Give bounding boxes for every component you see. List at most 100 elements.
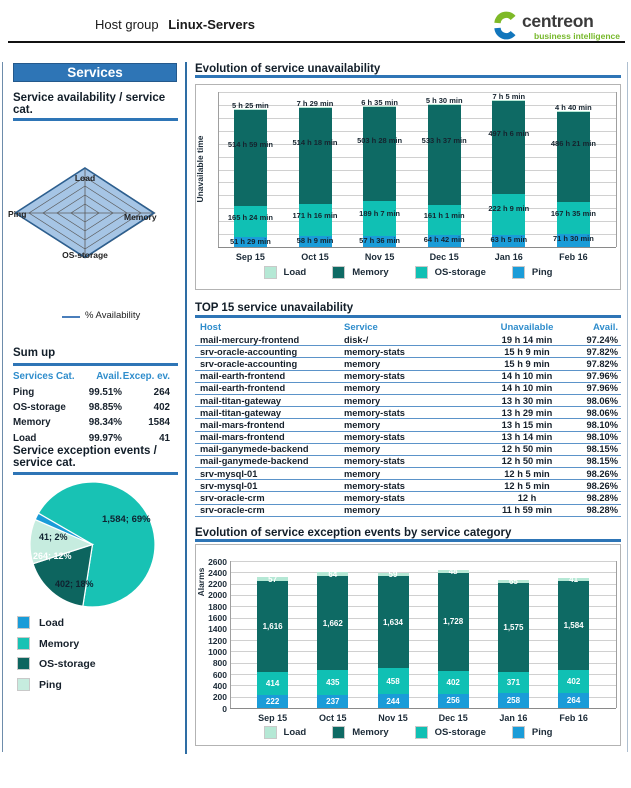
availability-section-title: Service availability / service cat. bbox=[13, 92, 166, 116]
bar-segment bbox=[558, 670, 590, 694]
section-underline bbox=[13, 118, 178, 121]
table-row: mail-mercury-frontend disk-/ 19 h 14 min 97… bbox=[195, 334, 621, 347]
gridline bbox=[230, 606, 616, 608]
bar-segment bbox=[558, 693, 590, 708]
table-row: srv-mysql-01 memory 12 h 5 min 98.26% bbox=[195, 468, 621, 481]
sumup-cell-avail: 99.97% bbox=[88, 432, 122, 444]
table-row: mail-mars-frontend memory 13 h 15 min 98.10… bbox=[195, 419, 621, 432]
table-cell: memory-stats bbox=[344, 432, 405, 443]
x-axis-label: Feb 16 bbox=[559, 252, 588, 262]
plot-border-right bbox=[616, 92, 617, 247]
bar-segment bbox=[233, 109, 267, 111]
bar-segment bbox=[558, 578, 590, 581]
x-axis-label: Nov 15 bbox=[378, 713, 408, 723]
y-tick-label: 2600 bbox=[208, 556, 227, 567]
bar-segment bbox=[257, 672, 289, 696]
page-title: Host group Linux-Servers bbox=[95, 17, 255, 32]
radar-data-outline bbox=[13, 167, 156, 259]
gridline bbox=[230, 674, 616, 676]
bar-label: 533 h 37 min bbox=[421, 136, 467, 146]
table-cell: 98.06% bbox=[586, 395, 618, 406]
bar-label: 5 h 25 min bbox=[232, 101, 269, 111]
bar-segment bbox=[497, 672, 529, 694]
table-cell: disk-/ bbox=[344, 334, 369, 345]
bar-segment bbox=[437, 570, 469, 574]
bar-label: 371 bbox=[506, 678, 521, 688]
pie-slice-os-storage bbox=[32, 543, 94, 607]
y-tick-label: 1000 bbox=[208, 646, 227, 657]
table-header-cell: Service bbox=[344, 321, 378, 333]
bar-label: 1,634 bbox=[382, 617, 404, 627]
y-tick-label: 0 bbox=[222, 703, 227, 714]
table-row: mail-earth-frontend memory 14 h 10 min 97.9… bbox=[195, 383, 621, 395]
table-cell: 11 h 59 min bbox=[501, 505, 553, 516]
exceptions-section-title: Service exception events / service cat. bbox=[13, 445, 157, 469]
bar-segment bbox=[298, 106, 332, 109]
sumup-row: OS-storage 98.85% 402 bbox=[13, 400, 178, 415]
page-border-left bbox=[2, 62, 3, 752]
table-cell: 12 h 50 min bbox=[501, 444, 553, 455]
sumup-cell-events: 41 bbox=[159, 432, 170, 444]
bar-label: 486 h 21 min bbox=[550, 139, 596, 149]
table-cell: mail-earth-frontend bbox=[200, 383, 286, 394]
sumup-cell-category: Memory bbox=[13, 417, 51, 429]
legend-item: Memory bbox=[332, 726, 389, 739]
bar-label: 71 h 30 min bbox=[552, 234, 594, 244]
x-axis-label: Jan 16 bbox=[499, 713, 528, 723]
pie-legend-label: Ping bbox=[39, 678, 62, 691]
bar-label: 57 h 36 min bbox=[359, 236, 401, 246]
bar-segment bbox=[257, 695, 289, 708]
bar-label: 1,575 bbox=[503, 623, 524, 633]
bar-segment bbox=[317, 670, 349, 695]
legend-swatch bbox=[511, 266, 525, 279]
x-axis-label: Dec 15 bbox=[438, 713, 468, 723]
table-cell: srv-oracle-crm bbox=[200, 505, 265, 516]
gridline bbox=[230, 572, 616, 574]
table-cell: memory-stats bbox=[344, 493, 405, 504]
x-axis-label: Dec 15 bbox=[429, 252, 459, 262]
table-cell: 98.10% bbox=[586, 432, 618, 443]
bar-label: 64 h 42 min bbox=[423, 235, 465, 245]
bar-segment bbox=[377, 668, 409, 695]
table-row: srv-mysql-01 memory-stats 12 h 5 min 98.26% bbox=[195, 480, 621, 493]
gridline bbox=[218, 92, 616, 93]
table-cell: 98.26% bbox=[586, 468, 618, 479]
table-cell: srv-oracle-crm bbox=[200, 493, 265, 504]
bar-label: 48 bbox=[448, 567, 458, 577]
bar-label: 58 h 9 min bbox=[296, 236, 334, 246]
bar-label: 7 h 5 min bbox=[492, 91, 526, 101]
page-title-name: Linux-Servers bbox=[168, 17, 255, 32]
sumup-cell-category: OS-storage bbox=[13, 402, 66, 414]
y-tick-label: 1600 bbox=[208, 613, 227, 624]
sumup-table: Services Cat. Avail. Excep. ev. Ping 99.51% 2… bbox=[13, 368, 178, 446]
table-cell: mail-mars-frontend bbox=[200, 419, 285, 430]
bar-segment bbox=[317, 694, 349, 708]
legend-swatch bbox=[263, 726, 277, 739]
table-cell: memory-stats bbox=[344, 480, 405, 491]
sumup-cell-category: Ping bbox=[13, 387, 35, 399]
table-row: mail-ganymede-backend memory 12 h 50 min 98… bbox=[195, 444, 621, 456]
radar-axis-label-ping: Ping bbox=[8, 209, 26, 219]
pie-slice-label: 402; 18% bbox=[55, 579, 94, 589]
sumup-header-cell: Excep. ev. bbox=[122, 371, 170, 382]
legend-label: Load bbox=[283, 727, 307, 738]
sumup-row: Load 99.97% 41 bbox=[13, 431, 178, 446]
bar-label: 402 bbox=[446, 677, 460, 687]
bar-segment bbox=[492, 99, 526, 101]
legend-label: Ping bbox=[531, 727, 553, 738]
sumup-cell-avail: 98.85% bbox=[88, 402, 122, 414]
table-cell: 13 h 30 min bbox=[501, 395, 553, 406]
legend-item: OS-storage bbox=[414, 266, 486, 279]
table-cell: memory bbox=[344, 358, 381, 369]
plot-border-left bbox=[218, 92, 219, 247]
legend-swatch bbox=[414, 726, 428, 739]
table-cell: srv-mysql-01 bbox=[200, 480, 258, 491]
pie-legend-label: Memory bbox=[39, 637, 80, 650]
bar-label: 6 h 35 min bbox=[361, 97, 398, 107]
legend-item: Ping bbox=[511, 726, 553, 739]
sumup-title: Sum up bbox=[13, 347, 56, 359]
gridline bbox=[230, 651, 616, 653]
bar-segment bbox=[317, 572, 349, 577]
gridline bbox=[230, 662, 616, 664]
